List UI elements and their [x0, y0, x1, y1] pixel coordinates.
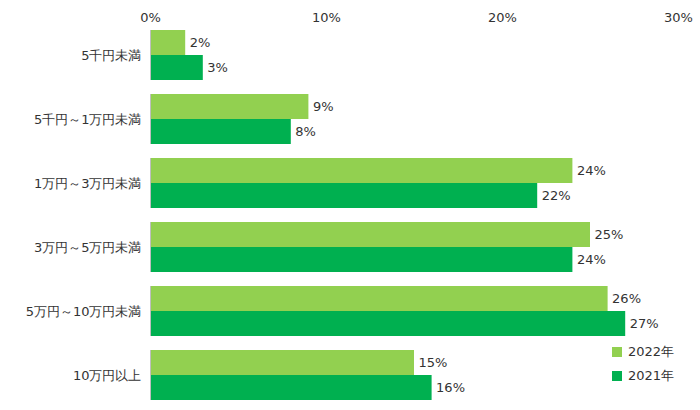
svg-text:8%: 8%: [295, 124, 316, 139]
svg-text:26%: 26%: [612, 291, 641, 306]
svg-text:0%: 0%: [140, 10, 161, 25]
svg-text:22%: 22%: [542, 188, 571, 203]
html-text:2022年: 2022年: [628, 344, 675, 359]
svg-text:3%: 3%: [207, 60, 228, 75]
svg-text:5万円～10万円未満: 5万円～10万円未満: [26, 304, 142, 319]
svg-text:30%: 30%: [664, 10, 693, 25]
svg-text:5千円～1万円未満: 5千円～1万円未満: [34, 112, 142, 127]
svg-text:24%: 24%: [577, 252, 606, 267]
svg-text:9%: 9%: [313, 99, 334, 114]
svg-text:16%: 16%: [436, 380, 465, 395]
svg-text:25%: 25%: [595, 227, 624, 242]
svg-text:10万円以上: 10万円以上: [73, 368, 142, 383]
svg-text:27%: 27%: [630, 316, 659, 331]
svg-text:3万円～5万円未満: 3万円～5万円未満: [34, 240, 142, 255]
svg-text:5千円未満: 5千円未満: [81, 48, 141, 63]
html-text:2021年: 2021年: [628, 368, 675, 383]
svg-text:24%: 24%: [577, 163, 606, 178]
svg-text:20%: 20%: [488, 10, 517, 25]
svg-text:10%: 10%: [312, 10, 341, 25]
svg-text:15%: 15%: [419, 355, 448, 370]
svg-text:1万円～3万円未満: 1万円～3万円未満: [34, 176, 142, 191]
svg-text:2%: 2%: [190, 35, 211, 50]
